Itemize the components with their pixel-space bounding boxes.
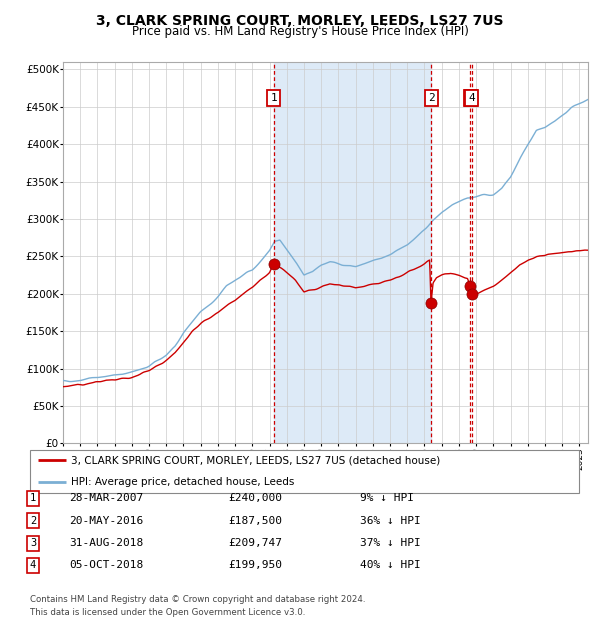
Text: 9% ↓ HPI: 9% ↓ HPI — [360, 494, 414, 503]
Text: 05-OCT-2018: 05-OCT-2018 — [69, 560, 143, 570]
Text: 31-AUG-2018: 31-AUG-2018 — [69, 538, 143, 548]
Text: 1: 1 — [30, 494, 36, 503]
Text: 2: 2 — [428, 93, 434, 103]
Text: 3: 3 — [30, 538, 36, 548]
Text: Price paid vs. HM Land Registry's House Price Index (HPI): Price paid vs. HM Land Registry's House … — [131, 25, 469, 38]
Text: 3, CLARK SPRING COURT, MORLEY, LEEDS, LS27 7US (detached house): 3, CLARK SPRING COURT, MORLEY, LEEDS, LS… — [71, 455, 440, 466]
FancyBboxPatch shape — [30, 450, 579, 493]
Text: 2: 2 — [30, 516, 36, 526]
Text: 28-MAR-2007: 28-MAR-2007 — [69, 494, 143, 503]
Text: 37% ↓ HPI: 37% ↓ HPI — [360, 538, 421, 548]
Text: 4: 4 — [469, 93, 475, 103]
Text: 3, CLARK SPRING COURT, MORLEY, LEEDS, LS27 7US: 3, CLARK SPRING COURT, MORLEY, LEEDS, LS… — [96, 14, 504, 28]
Text: £187,500: £187,500 — [228, 516, 282, 526]
Text: 20-MAY-2016: 20-MAY-2016 — [69, 516, 143, 526]
Text: 4: 4 — [30, 560, 36, 570]
Bar — [274, 62, 431, 443]
Text: £199,950: £199,950 — [228, 560, 282, 570]
Text: 3: 3 — [467, 93, 473, 103]
Text: 40% ↓ HPI: 40% ↓ HPI — [360, 560, 421, 570]
Text: 36% ↓ HPI: 36% ↓ HPI — [360, 516, 421, 526]
Text: Contains HM Land Registry data © Crown copyright and database right 2024.
This d: Contains HM Land Registry data © Crown c… — [30, 595, 365, 617]
Text: 1: 1 — [271, 93, 277, 103]
Text: £240,000: £240,000 — [228, 494, 282, 503]
Text: HPI: Average price, detached house, Leeds: HPI: Average price, detached house, Leed… — [71, 477, 295, 487]
Text: £209,747: £209,747 — [228, 538, 282, 548]
